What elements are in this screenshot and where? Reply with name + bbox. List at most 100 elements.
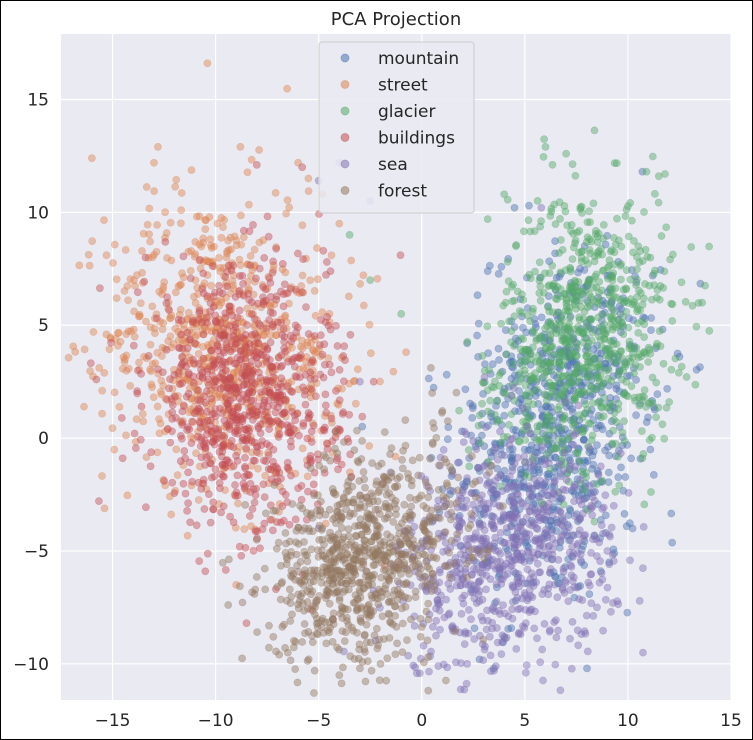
point-mountain: [537, 313, 546, 322]
point-street: [201, 216, 210, 225]
point-sea: [574, 641, 583, 650]
point-mountain: [489, 494, 498, 503]
point-street: [242, 350, 250, 359]
point-buildings: [246, 261, 255, 269]
point-forest: [235, 582, 244, 591]
point-forest: [438, 407, 447, 415]
point-mountain: [543, 470, 552, 479]
point-buildings: [232, 451, 240, 460]
point-mountain: [497, 421, 506, 429]
point-mountain: [593, 349, 602, 358]
point-street: [266, 299, 275, 307]
point-mountain: [631, 272, 639, 281]
point-mountain: [558, 515, 567, 524]
point-mountain: [542, 418, 551, 426]
point-forest: [443, 417, 452, 425]
point-glacier: [580, 388, 589, 397]
point-forest: [424, 483, 433, 491]
point-mountain: [462, 478, 471, 486]
point-glacier: [366, 276, 375, 284]
point-street: [186, 432, 195, 441]
point-buildings: [231, 491, 240, 500]
point-buildings: [223, 375, 232, 384]
point-street: [142, 317, 150, 326]
point-forest: [261, 585, 270, 594]
point-mountain: [479, 509, 488, 518]
point-street: [186, 394, 195, 403]
point-mountain: [574, 491, 583, 500]
point-glacier: [598, 266, 607, 275]
point-mountain: [534, 399, 543, 408]
point-glacier: [617, 347, 626, 355]
point-forest: [368, 459, 376, 467]
point-buildings: [186, 274, 195, 283]
point-mountain: [538, 373, 547, 382]
point-glacier: [518, 290, 526, 299]
point-buildings: [184, 370, 193, 379]
point-mountain: [475, 467, 484, 475]
point-mountain: [510, 371, 519, 380]
point-buildings: [337, 460, 346, 469]
point-sea: [498, 487, 507, 495]
point-glacier: [508, 360, 517, 368]
point-street: [161, 427, 170, 436]
point-street: [161, 208, 169, 217]
point-street: [153, 448, 162, 457]
point-mountain: [544, 292, 553, 301]
point-forest: [344, 477, 353, 486]
point-mountain: [604, 468, 613, 477]
point-buildings: [180, 447, 189, 455]
point-mountain: [607, 298, 616, 307]
point-glacier: [397, 309, 406, 318]
point-mountain: [576, 484, 585, 493]
point-forest: [300, 620, 309, 628]
point-mountain: [555, 423, 563, 432]
point-street: [195, 304, 204, 313]
point-street: [112, 275, 121, 284]
point-street: [258, 376, 267, 385]
point-forest: [419, 550, 427, 558]
point-mountain: [536, 347, 545, 355]
point-buildings: [221, 393, 230, 401]
point-mountain: [636, 454, 645, 463]
point-mountain: [555, 497, 563, 506]
point-forest: [307, 545, 316, 554]
point-forest: [386, 450, 394, 458]
point-mountain: [505, 510, 514, 519]
point-glacier: [624, 202, 632, 211]
point-glacier: [483, 322, 492, 331]
point-street: [132, 271, 141, 279]
point-sea: [509, 582, 518, 591]
point-mountain: [626, 371, 634, 380]
point-mountain: [544, 440, 552, 449]
point-buildings: [299, 419, 308, 428]
point-mountain: [547, 403, 555, 412]
point-sea: [491, 533, 500, 542]
point-mountain: [532, 481, 541, 490]
point-glacier: [585, 235, 594, 244]
point-street: [163, 425, 172, 434]
point-street: [231, 340, 240, 349]
point-street: [222, 253, 231, 262]
point-buildings: [280, 337, 288, 346]
point-street: [138, 409, 147, 418]
point-forest: [443, 481, 452, 490]
point-mountain: [649, 470, 658, 479]
point-glacier: [622, 285, 631, 294]
point-forest: [391, 650, 400, 659]
point-mountain: [485, 261, 494, 270]
point-glacier: [574, 378, 583, 387]
point-mountain: [574, 444, 582, 453]
point-street: [135, 358, 143, 367]
point-street: [88, 154, 96, 163]
point-mountain: [581, 458, 590, 467]
point-mountain: [580, 435, 588, 444]
point-street: [188, 314, 197, 322]
point-street: [167, 343, 176, 352]
point-buildings: [290, 362, 299, 371]
point-glacier: [661, 170, 669, 178]
point-sea: [523, 565, 532, 574]
point-street: [161, 233, 169, 242]
point-mountain: [585, 590, 594, 598]
point-forest: [315, 536, 324, 544]
